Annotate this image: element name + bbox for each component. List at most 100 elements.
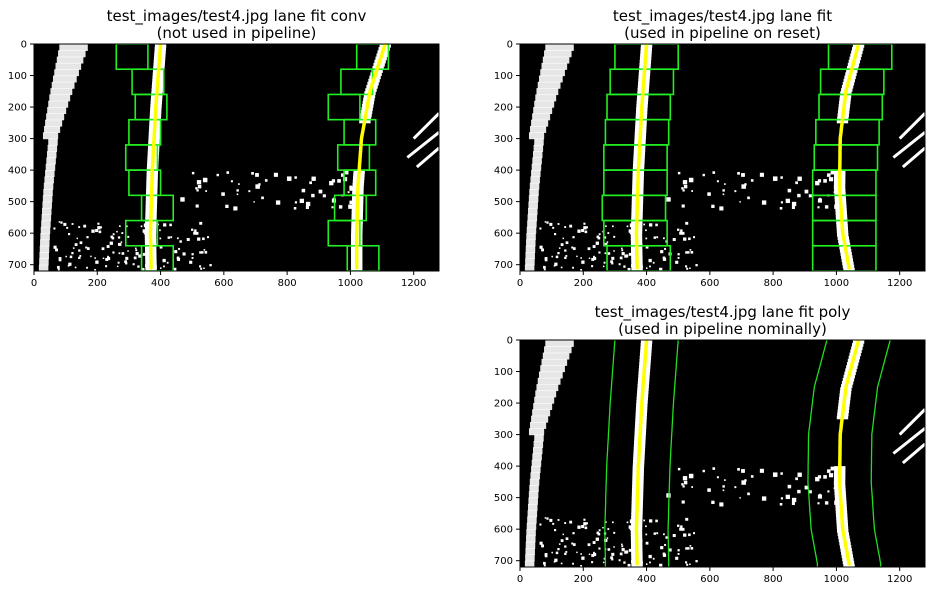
noise-pixels <box>544 221 547 223</box>
noise-pixels <box>719 206 724 211</box>
lane-pixels <box>532 453 542 461</box>
noise-pixels <box>233 206 238 211</box>
noise-pixels <box>580 565 583 567</box>
lane-pixels <box>527 516 537 524</box>
lane-pixels <box>528 132 545 140</box>
noise-pixels <box>294 201 298 204</box>
lane-pixels <box>526 522 537 530</box>
noise-pixels <box>695 559 698 563</box>
x-tick-label: 400 <box>151 278 170 289</box>
guardrail-pixels <box>901 442 925 465</box>
noise-pixels <box>347 191 350 194</box>
noise-pixels <box>79 241 83 245</box>
guardrail-pixels <box>415 146 439 169</box>
noise-pixels <box>817 206 820 209</box>
noise-pixels <box>602 561 605 564</box>
noise-pixels <box>683 184 688 189</box>
noise-pixels <box>690 250 694 254</box>
y-tick-label: 500 <box>494 197 513 208</box>
noise-pixels <box>607 232 610 234</box>
lane-pixels <box>48 138 58 146</box>
lane-pixels <box>540 69 565 77</box>
lane-pixels <box>45 119 63 127</box>
noise-pixels <box>564 249 567 252</box>
noise-pixels <box>597 532 601 536</box>
lane-pixels <box>542 56 570 64</box>
noise-pixels <box>554 529 557 532</box>
noise-pixels <box>737 467 740 471</box>
noise-pixels <box>741 173 745 177</box>
noise-pixels <box>716 180 719 183</box>
noise-pixels <box>619 552 623 556</box>
noise-pixels <box>808 490 812 494</box>
noise-pixels <box>584 526 588 530</box>
noise-pixels <box>541 544 544 548</box>
noise-pixels <box>554 558 558 562</box>
lane-pixels <box>529 478 540 486</box>
axes-frame <box>519 43 926 272</box>
noise-pixels <box>196 189 199 192</box>
noise-pixels <box>117 236 121 239</box>
noise-pixels <box>94 269 97 271</box>
noise-pixels <box>681 231 685 235</box>
noise-pixels <box>741 480 746 485</box>
noise-pixels <box>595 537 599 541</box>
noise-pixels <box>724 183 726 185</box>
noise-pixels <box>645 541 649 545</box>
noise-pixels <box>649 561 651 564</box>
y-tick-label: 700 <box>8 260 27 271</box>
noise-pixels <box>569 224 573 228</box>
noise-pixels <box>712 467 716 470</box>
right-lane-fit <box>354 44 387 270</box>
noise-pixels <box>544 258 548 262</box>
noise-pixels <box>685 518 688 521</box>
noise-pixels <box>349 200 353 205</box>
noise-pixels <box>596 531 600 535</box>
noise-pixels <box>236 189 239 192</box>
noise-pixels <box>598 251 601 254</box>
x-tick-label: 600 <box>700 574 719 585</box>
lane-pixels <box>530 472 540 480</box>
noise-pixels <box>649 519 653 523</box>
noise-pixels <box>199 251 202 254</box>
left-lane-fit <box>148 44 163 270</box>
noise-pixels <box>127 250 129 252</box>
noise-pixels <box>689 249 692 251</box>
noise-pixels <box>261 196 264 200</box>
noise-pixels <box>605 225 607 227</box>
noise-pixels <box>142 252 146 256</box>
x-tick-label: 800 <box>764 574 783 585</box>
noise-pixels <box>176 256 180 260</box>
noise-pixels <box>142 230 145 233</box>
noise-pixels <box>541 248 544 252</box>
noise-pixels <box>688 237 691 241</box>
noise-pixels <box>143 232 146 235</box>
lane-pixels <box>39 245 50 253</box>
noise-pixels <box>625 254 629 258</box>
noise-pixels <box>342 177 348 182</box>
lane-panel-2: test_images/test4.jpg lane fit(used in p… <box>494 7 926 289</box>
noise-pixels <box>572 266 574 269</box>
noise-pixels <box>817 198 823 203</box>
noise-pixels <box>546 221 549 224</box>
noise-pixels <box>564 522 567 525</box>
noise-pixels <box>182 252 186 256</box>
noise-pixels <box>593 552 597 557</box>
noise-pixels <box>724 479 726 481</box>
noise-pixels <box>588 553 591 556</box>
noise-pixels <box>702 469 705 473</box>
noise-pixels <box>662 552 666 556</box>
noise-pixels <box>572 247 576 250</box>
noise-pixels <box>681 500 685 504</box>
noise-pixels <box>645 237 648 240</box>
noise-pixels <box>830 466 835 471</box>
noise-pixels <box>558 543 561 545</box>
noise-pixels <box>111 236 115 240</box>
noise-pixels <box>544 257 548 260</box>
noise-pixels <box>626 521 629 524</box>
x-tick-label: 1200 <box>887 574 912 585</box>
lane-pixels <box>42 132 59 140</box>
noise-pixels <box>824 501 829 505</box>
noise-pixels <box>613 531 616 534</box>
noise-pixels <box>331 179 336 183</box>
